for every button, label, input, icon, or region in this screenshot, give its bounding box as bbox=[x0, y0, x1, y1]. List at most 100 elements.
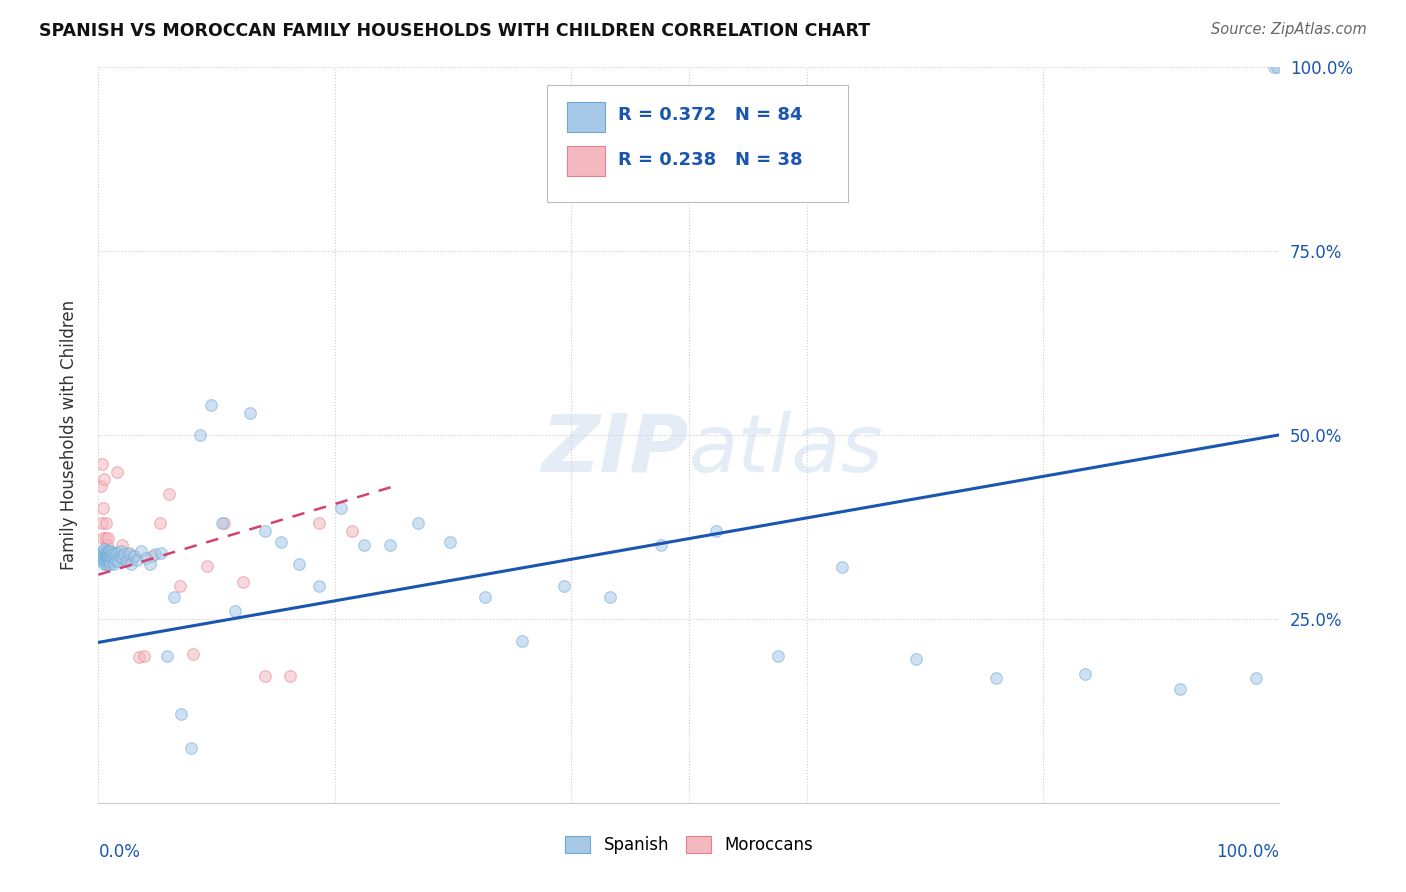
Point bbox=[122, 549, 145, 564]
Point bbox=[91, 554, 114, 568]
Point bbox=[118, 545, 141, 560]
Point bbox=[288, 557, 311, 571]
Point bbox=[239, 406, 262, 420]
Point bbox=[105, 553, 128, 567]
Point bbox=[96, 554, 118, 568]
Point bbox=[329, 501, 352, 516]
Point bbox=[143, 547, 166, 561]
Point bbox=[308, 516, 330, 530]
Point bbox=[139, 557, 162, 571]
Point bbox=[984, 671, 1007, 685]
Point bbox=[105, 465, 128, 479]
Point bbox=[98, 549, 121, 563]
Point bbox=[170, 707, 193, 722]
Point bbox=[127, 553, 149, 567]
Point bbox=[122, 549, 145, 564]
Point bbox=[91, 501, 114, 516]
FancyBboxPatch shape bbox=[567, 103, 605, 132]
Point bbox=[253, 524, 276, 538]
Point bbox=[91, 457, 114, 471]
Point bbox=[253, 669, 276, 683]
Point bbox=[111, 551, 134, 566]
Point bbox=[93, 472, 115, 486]
Point bbox=[98, 544, 121, 558]
Point bbox=[163, 590, 186, 604]
Point bbox=[98, 547, 121, 561]
Point bbox=[115, 554, 138, 568]
Text: Source: ZipAtlas.com: Source: ZipAtlas.com bbox=[1211, 22, 1367, 37]
Point bbox=[94, 551, 117, 566]
Point bbox=[91, 549, 114, 563]
Point bbox=[90, 549, 112, 564]
Point bbox=[112, 547, 135, 561]
Point bbox=[96, 553, 118, 567]
Point bbox=[94, 531, 117, 545]
Point bbox=[353, 538, 375, 552]
Text: 0.0%: 0.0% bbox=[98, 843, 141, 862]
Point bbox=[512, 633, 534, 648]
Point bbox=[195, 558, 218, 573]
Point bbox=[101, 551, 124, 566]
Point bbox=[129, 544, 152, 558]
Point bbox=[1244, 671, 1267, 685]
Text: R = 0.238   N = 38: R = 0.238 N = 38 bbox=[619, 152, 803, 169]
Point bbox=[94, 516, 117, 530]
Point bbox=[93, 553, 115, 567]
Point bbox=[98, 549, 121, 564]
Point bbox=[904, 652, 927, 666]
Point bbox=[181, 647, 204, 661]
Point bbox=[766, 648, 789, 663]
Point bbox=[378, 538, 401, 552]
Point bbox=[439, 534, 461, 549]
Point bbox=[93, 545, 115, 560]
Point bbox=[474, 590, 496, 604]
Point bbox=[90, 479, 112, 493]
Point bbox=[141, 549, 163, 564]
Point bbox=[114, 553, 136, 567]
Point bbox=[188, 427, 211, 442]
Point bbox=[97, 545, 120, 560]
Point bbox=[98, 553, 121, 567]
Point bbox=[100, 545, 122, 560]
Point bbox=[278, 669, 301, 683]
Point bbox=[831, 560, 853, 574]
Point bbox=[118, 547, 141, 561]
Point bbox=[108, 549, 131, 564]
Point bbox=[408, 516, 430, 530]
Point bbox=[231, 575, 253, 590]
Point bbox=[270, 534, 292, 549]
Point bbox=[134, 648, 156, 663]
Point bbox=[105, 545, 128, 560]
Point bbox=[100, 544, 122, 558]
Point bbox=[101, 554, 124, 568]
Point bbox=[98, 557, 121, 571]
FancyBboxPatch shape bbox=[547, 86, 848, 202]
FancyBboxPatch shape bbox=[567, 146, 605, 176]
Point bbox=[94, 545, 117, 560]
Point bbox=[128, 650, 150, 665]
Point bbox=[96, 544, 118, 558]
Text: R = 0.372   N = 84: R = 0.372 N = 84 bbox=[619, 106, 803, 125]
Point bbox=[96, 547, 118, 561]
Point bbox=[200, 398, 222, 412]
Point bbox=[308, 579, 330, 593]
Point bbox=[342, 524, 364, 538]
Point bbox=[96, 549, 118, 564]
Point bbox=[704, 524, 727, 538]
Point bbox=[91, 545, 114, 560]
Point bbox=[1265, 60, 1288, 74]
Point bbox=[149, 516, 172, 530]
Point bbox=[1073, 667, 1095, 681]
Point bbox=[121, 557, 143, 571]
Point bbox=[169, 579, 191, 593]
Text: 100.0%: 100.0% bbox=[1216, 843, 1279, 862]
Point bbox=[156, 648, 179, 663]
Point bbox=[97, 557, 120, 571]
Point bbox=[180, 740, 202, 755]
Point bbox=[94, 557, 117, 571]
Point bbox=[91, 553, 114, 567]
Point bbox=[101, 545, 124, 560]
Point bbox=[135, 551, 157, 566]
Point bbox=[94, 549, 117, 564]
Point bbox=[93, 547, 115, 561]
